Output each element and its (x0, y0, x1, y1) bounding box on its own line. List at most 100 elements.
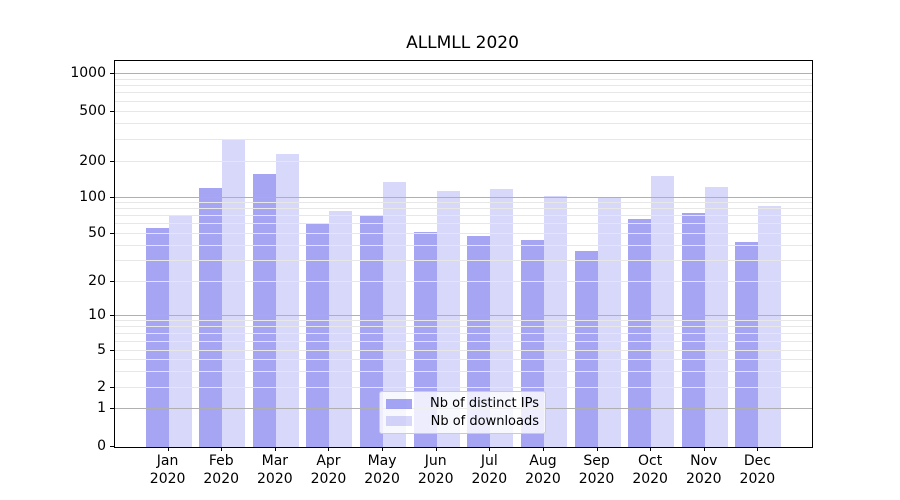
y-tick-mark (110, 280, 114, 282)
y-tick-label: 20 (88, 272, 106, 289)
bar-jan-downloads (168, 216, 192, 447)
gridline-minor (115, 326, 812, 328)
x-tick-label: Sep 2020 (578, 453, 615, 487)
y-tick-mark (110, 314, 114, 316)
x-tick-mark (489, 447, 491, 451)
gridline-minor (115, 122, 812, 124)
legend-label: Nb of downloads (430, 413, 539, 429)
gridline-minor (115, 259, 812, 261)
gridline-major (115, 196, 812, 198)
y-tick-mark (110, 196, 114, 198)
bar-nov-ips (681, 212, 705, 447)
bar-jun-downloads (436, 190, 460, 447)
x-tick-mark (703, 447, 705, 451)
gridline-minor (115, 110, 812, 112)
bar-mar-downloads (275, 154, 299, 447)
bar-mar-ips (252, 173, 276, 447)
y-tick-mark (110, 350, 114, 351)
gridline-minor (115, 320, 812, 322)
gridline-minor (115, 161, 812, 163)
x-tick-label: Mar 2020 (257, 453, 293, 487)
x-tick-label: Aug 2020 (525, 453, 561, 487)
x-tick-label: May 2020 (364, 453, 400, 487)
gridline-minor (115, 100, 812, 102)
y-tick-label: 5 (97, 342, 106, 358)
y-tick-label: 100 (79, 188, 106, 205)
x-tick-mark (435, 447, 437, 451)
y-tick-label: 0 (97, 438, 106, 454)
x-tick-label: Nov 2020 (685, 453, 722, 487)
legend-label: Nb of distinct IPs (430, 396, 539, 412)
y-tick-mark (110, 110, 114, 112)
gridline-minor (115, 359, 812, 361)
gridline-minor (115, 208, 812, 210)
x-tick-label: Jul 2020 (471, 453, 508, 487)
gridline-minor (115, 85, 812, 87)
x-tick-mark (542, 447, 544, 451)
x-tick-mark (274, 447, 276, 451)
bar-jul-downloads (490, 189, 514, 447)
gridline-major (115, 73, 812, 75)
bar-apr-ips (306, 224, 330, 447)
x-tick-label: Jan 2020 (149, 453, 186, 487)
grid-layer (115, 61, 812, 447)
x-tick-mark (757, 447, 759, 451)
gridline-minor (115, 281, 812, 282)
gridline-minor (115, 215, 812, 217)
y-tick-mark (110, 161, 114, 163)
x-tick-mark (382, 447, 384, 451)
legend-swatch-ips (386, 398, 412, 409)
legend: Nb of distinct IPs Nb of downloads (379, 391, 546, 434)
x-tick-label: Apr 2020 (310, 453, 347, 487)
gridline-minor (115, 233, 812, 235)
x-tick-label: Oct 2020 (632, 453, 668, 487)
y-tick-label: 200 (79, 153, 106, 170)
x-tick-label: Feb 2020 (203, 453, 240, 487)
x-tick-mark (328, 447, 330, 451)
x-tick-label: Dec 2020 (739, 453, 776, 487)
gridline-minor (115, 92, 812, 94)
bar-feb-downloads (222, 139, 246, 447)
gridline-minor (115, 244, 812, 246)
gridline-minor (115, 387, 812, 389)
y-tick-label: 1000 (70, 65, 106, 81)
y-tick-label: 2 (97, 379, 106, 396)
y-tick-label: 50 (88, 225, 106, 241)
plot-area: Nb of distinct IPs Nb of downloads (114, 60, 813, 448)
x-tick-mark (650, 447, 652, 451)
bar-dec-ips (735, 241, 759, 447)
gridline-major (115, 315, 812, 316)
y-tick-label: 10 (88, 306, 106, 323)
y-tick-mark (110, 73, 114, 74)
y-tick-label: 1 (97, 400, 106, 417)
bar-feb-ips (199, 188, 223, 447)
x-tick-label: Jun 2020 (417, 453, 454, 487)
y-tick-mark (110, 387, 114, 389)
legend-row: Nb of downloads (386, 414, 539, 429)
x-tick-mark (596, 447, 598, 451)
y-tick-mark (110, 408, 114, 410)
x-tick-mark (221, 447, 223, 451)
bar-aug-downloads (543, 195, 567, 447)
gridline-minor (115, 340, 812, 342)
y-tick-mark (110, 446, 114, 447)
legend-swatch-downloads (386, 416, 412, 427)
y-tick-mark (110, 233, 114, 234)
gridline-minor (115, 202, 812, 204)
bar-oct-downloads (651, 176, 675, 447)
legend-row: Nb of distinct IPs (386, 396, 539, 411)
chart-title: ALLMLL 2020 (406, 33, 519, 53)
gridline-minor (115, 333, 812, 335)
gridline-minor (115, 223, 812, 225)
gridline-minor (115, 138, 812, 140)
gridline-minor (115, 78, 812, 80)
bar-nov-downloads (704, 186, 728, 447)
bar-sep-ips (574, 251, 598, 447)
y-tick-label: 500 (79, 102, 106, 119)
bar-may-downloads (383, 181, 407, 447)
gridline-minor (115, 350, 812, 352)
bar-jan-ips (145, 228, 169, 447)
x-tick-mark (167, 447, 169, 451)
gridline-minor (115, 370, 812, 372)
